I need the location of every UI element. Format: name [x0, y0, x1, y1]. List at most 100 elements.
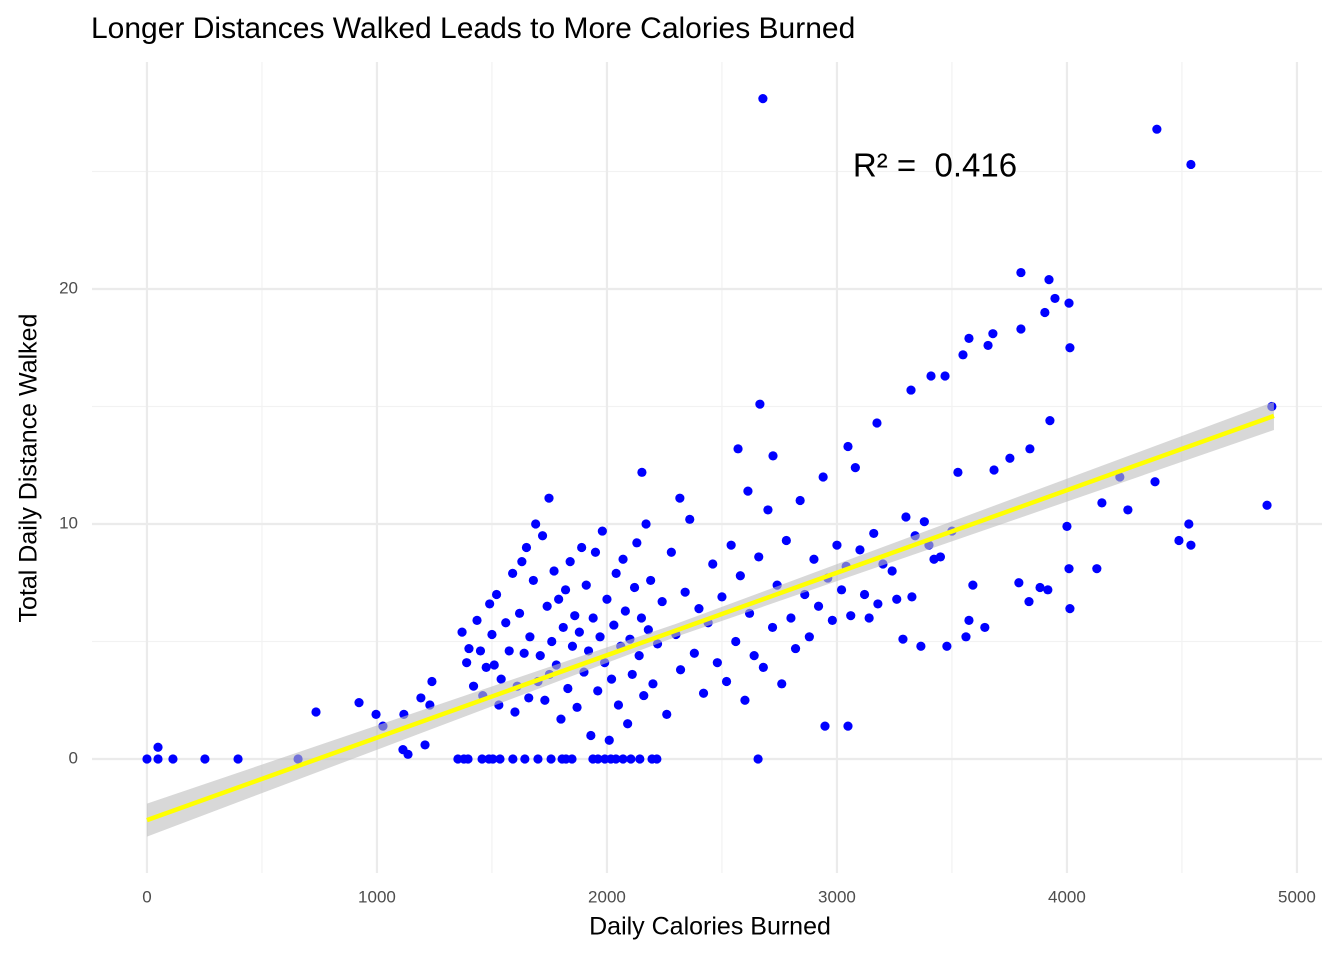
- point: [843, 441, 853, 452]
- point: [627, 669, 637, 680]
- point: [1035, 582, 1045, 593]
- point: [1043, 585, 1053, 595]
- point: [1186, 159, 1196, 170]
- point: [618, 554, 628, 564]
- point: [898, 634, 908, 644]
- point: [942, 641, 952, 651]
- point: [662, 709, 672, 719]
- chart-title: Longer Distances Walked Leads to More Ca…: [91, 12, 855, 45]
- point: [577, 542, 587, 553]
- point: [916, 641, 926, 651]
- point: [850, 463, 860, 473]
- point: [558, 622, 568, 633]
- point: [535, 651, 545, 661]
- point: [1016, 324, 1026, 334]
- point: [926, 371, 936, 381]
- point: [935, 552, 946, 562]
- point: [1044, 275, 1054, 285]
- point: [1062, 521, 1072, 531]
- point: [1065, 604, 1075, 614]
- point: [549, 566, 559, 576]
- point: [712, 658, 722, 668]
- point: [565, 557, 575, 567]
- point: [735, 571, 745, 581]
- x-tick-label: 1000: [358, 887, 396, 906]
- point: [901, 512, 911, 522]
- point: [743, 486, 753, 496]
- point: [371, 709, 381, 719]
- point: [1097, 498, 1107, 508]
- point: [1050, 293, 1060, 304]
- point: [495, 754, 505, 764]
- point: [988, 329, 998, 339]
- point: [537, 531, 548, 541]
- point: [574, 627, 584, 637]
- point: [1014, 578, 1024, 588]
- point: [758, 662, 768, 672]
- point: [528, 575, 538, 586]
- point: [820, 721, 830, 731]
- point: [809, 554, 819, 564]
- point: [609, 620, 619, 630]
- point: [468, 681, 479, 691]
- y-tick-label: 0: [69, 749, 78, 768]
- point: [525, 632, 535, 642]
- point: [464, 643, 474, 654]
- point: [964, 333, 974, 343]
- point: [1092, 564, 1102, 574]
- point: [1040, 307, 1050, 318]
- point: [611, 568, 621, 578]
- point: [416, 693, 426, 703]
- point: [694, 604, 704, 614]
- point: [618, 754, 628, 764]
- point: [403, 749, 413, 759]
- point: [754, 552, 764, 562]
- point: [813, 601, 824, 611]
- point: [1186, 540, 1196, 550]
- point: [832, 540, 842, 550]
- point: [827, 615, 837, 625]
- point: [685, 514, 695, 524]
- point: [749, 651, 759, 661]
- point: [613, 700, 624, 710]
- point: [790, 643, 801, 654]
- point: [311, 707, 321, 717]
- point: [873, 599, 883, 609]
- point: [597, 526, 607, 536]
- point: [519, 648, 529, 658]
- point: [593, 754, 603, 764]
- point: [906, 385, 916, 395]
- point: [604, 735, 614, 745]
- point: [980, 622, 990, 633]
- point: [488, 754, 498, 764]
- point: [233, 754, 243, 764]
- point: [572, 702, 582, 712]
- point: [740, 695, 750, 705]
- point: [733, 444, 743, 454]
- point: [420, 740, 430, 750]
- point: [639, 690, 649, 701]
- x-tick-label: 5000: [1278, 887, 1316, 906]
- point: [581, 580, 591, 590]
- point: [961, 632, 971, 642]
- point: [636, 613, 647, 623]
- point: [153, 742, 163, 752]
- point: [629, 582, 640, 593]
- point: [768, 451, 778, 461]
- point: [463, 754, 473, 764]
- point: [1262, 500, 1272, 510]
- point: [666, 547, 676, 557]
- point: [504, 646, 514, 656]
- point: [1184, 519, 1194, 529]
- point: [560, 585, 571, 595]
- point: [520, 754, 530, 764]
- point: [689, 648, 699, 658]
- point: [427, 676, 437, 687]
- point: [588, 613, 598, 623]
- point: [586, 730, 596, 741]
- point: [646, 575, 656, 586]
- point: [643, 625, 653, 635]
- point: [680, 587, 690, 597]
- point: [721, 676, 732, 687]
